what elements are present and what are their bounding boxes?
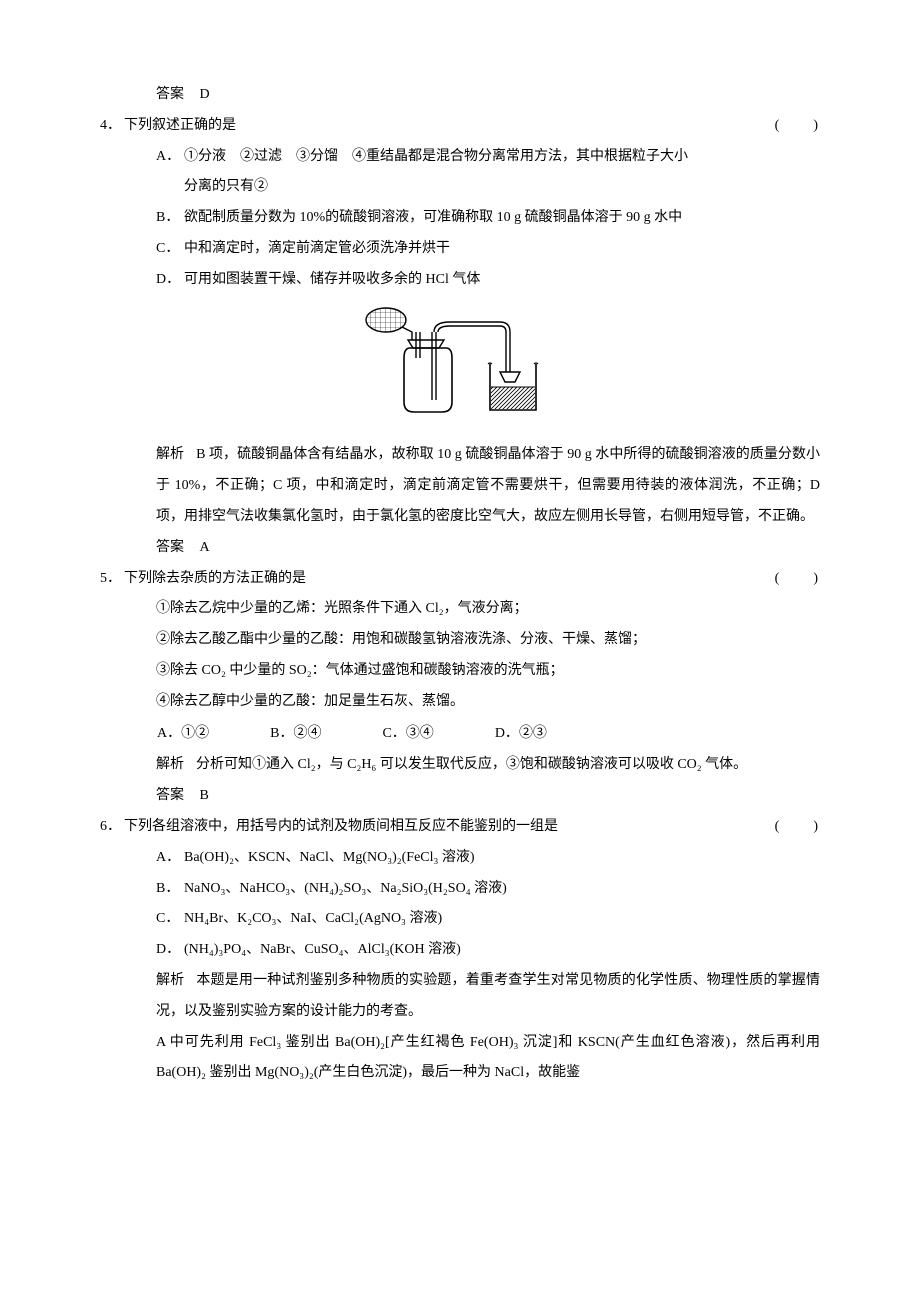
q5-paren: ( ) bbox=[775, 564, 820, 595]
q6-a-text: Ba(OH)₂、KSCN、NaCl、Mg(NO₃)₂(FeCl₃ 溶液) bbox=[184, 843, 475, 874]
q4-num: 4． bbox=[100, 111, 124, 142]
answer-label: 答案 bbox=[156, 788, 184, 803]
q5-opt-a: A．①② bbox=[156, 718, 269, 751]
apparatus-svg bbox=[350, 302, 570, 422]
q4-option-b: B． 欲配制质量分数为 10%的硫酸铜溶液，可准确称取 10 g 硫酸铜晶体溶于… bbox=[100, 203, 820, 234]
q4-option-d: D． 可用如图装置干燥、储存并吸收多余的 HCl 气体 bbox=[100, 265, 820, 296]
q5-explain: 解析分析可知①通入 Cl₂，与 C₂H₆ 可以发生取代反应，③饱和碳酸钠溶液可以… bbox=[100, 750, 820, 781]
q6-explain1: 解析本题是用一种试剂鉴别多种物质的实验题，着重考查学生对常见物质的化学性质、物理… bbox=[100, 966, 820, 1028]
q3-answer: 答案 D bbox=[100, 80, 820, 111]
q6-d-text: (NH₄)₃PO₄、NaBr、CuSO₄、AlCl₃(KOH 溶液) bbox=[184, 935, 461, 966]
q5-answer-value: B bbox=[200, 788, 209, 803]
q6-b-text: NaNO₃、NaHCO₃、(NH₄)₂SO₃、Na₂SiO₃(H₂SO₄ 溶液) bbox=[184, 874, 507, 905]
q6-explain1-text: 本题是用一种试剂鉴别多种物质的实验题，着重考查学生对常见物质的化学性质、物理性质… bbox=[156, 973, 820, 1019]
q5-opt-c: C．③④ bbox=[381, 718, 493, 751]
q5-options-row: A．①② B．②④ C．③④ D．②③ bbox=[100, 718, 820, 751]
q6-option-b: B． NaNO₃、NaHCO₃、(NH₄)₂SO₃、Na₂SiO₃(H₂SO₄ … bbox=[100, 874, 820, 905]
q4-stem-text: 下列叙述正确的是 bbox=[124, 111, 775, 142]
q4-answer-value: A bbox=[200, 540, 210, 555]
q5-line4: ④除去乙醇中少量的乙酸：加足量生石灰、蒸馏。 bbox=[100, 687, 820, 718]
q5-stem-text: 下列除去杂质的方法正确的是 bbox=[124, 564, 775, 595]
q4-b-text: 欲配制质量分数为 10%的硫酸铜溶液，可准确称取 10 g 硫酸铜晶体溶于 90… bbox=[184, 203, 682, 234]
q6-stem-text: 下列各组溶液中，用括号内的试剂及物质间相互反应不能鉴别的一组是 bbox=[124, 812, 775, 843]
q5-opt-b: B．②④ bbox=[269, 718, 381, 751]
option-label-b: B． bbox=[156, 874, 184, 905]
q5-stem: 5． 下列除去杂质的方法正确的是 ( ) bbox=[100, 564, 820, 595]
q4-answer: 答案 A bbox=[100, 533, 820, 564]
q6-option-d: D． (NH₄)₃PO₄、NaBr、CuSO₄、AlCl₃(KOH 溶液) bbox=[100, 935, 820, 966]
explain-label: 解析 bbox=[156, 447, 184, 462]
q4-a-text1: ①分液 ②过滤 ③分馏 ④重结晶都是混合物分离常用方法，其中根据粒子大小 bbox=[184, 142, 688, 173]
q4-a-text2: 分离的只有② bbox=[100, 172, 820, 203]
q4-explain: 解析B 项，硫酸铜晶体含有结晶水，故称取 10 g 硫酸铜晶体溶于 90 g 水… bbox=[100, 440, 820, 532]
option-label-a: A． bbox=[156, 843, 184, 874]
q4-c-text: 中和滴定时，滴定前滴定管必须洗净并烘干 bbox=[184, 234, 450, 265]
explain-label: 解析 bbox=[156, 973, 184, 988]
option-label-c: C． bbox=[156, 234, 184, 265]
q5-num: 5． bbox=[100, 564, 124, 595]
q6-option-c: C． NH₄Br、K₂CO₃、NaI、CaCl₂(AgNO₃ 溶液) bbox=[100, 904, 820, 935]
q4-explain-text: B 项，硫酸铜晶体含有结晶水，故称取 10 g 硫酸铜晶体溶于 90 g 水中所… bbox=[156, 447, 820, 524]
q5-line1: ①除去乙烷中少量的乙烯：光照条件下通入 Cl₂，气液分离； bbox=[100, 594, 820, 625]
answer-label: 答案 bbox=[156, 540, 184, 555]
q6-c-text: NH₄Br、K₂CO₃、NaI、CaCl₂(AgNO₃ 溶液) bbox=[184, 904, 442, 935]
q4-figure bbox=[100, 296, 820, 441]
option-label-b: B． bbox=[156, 203, 184, 234]
option-label-c: C． bbox=[156, 904, 184, 935]
q3-answer-value: D bbox=[200, 87, 210, 102]
option-label-a: A． bbox=[156, 142, 184, 173]
q5-line3: ③除去 CO₂ 中少量的 SO₂：气体通过盛饱和碳酸钠溶液的洗气瓶； bbox=[100, 656, 820, 687]
q6-option-a: A． Ba(OH)₂、KSCN、NaCl、Mg(NO₃)₂(FeCl₃ 溶液) bbox=[100, 843, 820, 874]
q4-stem: 4． 下列叙述正确的是 ( ) bbox=[100, 111, 820, 142]
q6-stem: 6． 下列各组溶液中，用括号内的试剂及物质间相互反应不能鉴别的一组是 ( ) bbox=[100, 812, 820, 843]
answer-label: 答案 bbox=[156, 87, 184, 102]
q5-opt-d: D．②③ bbox=[494, 718, 607, 751]
q5-line2: ②除去乙酸乙酯中少量的乙酸：用饱和碳酸氢钠溶液洗涤、分液、干燥、蒸馏； bbox=[100, 625, 820, 656]
q6-paren: ( ) bbox=[775, 812, 820, 843]
q5-answer: 答案 B bbox=[100, 781, 820, 812]
q6-num: 6． bbox=[100, 812, 124, 843]
q4-option-c: C． 中和滴定时，滴定前滴定管必须洗净并烘干 bbox=[100, 234, 820, 265]
q4-option-a: A． ①分液 ②过滤 ③分馏 ④重结晶都是混合物分离常用方法，其中根据粒子大小 bbox=[100, 142, 820, 173]
q4-d-text: 可用如图装置干燥、储存并吸收多余的 HCl 气体 bbox=[184, 265, 480, 296]
q6-explain2: A 中可先利用 FeCl₃ 鉴别出 Ba(OH)₂[产生红褐色 Fe(OH)₃ … bbox=[100, 1028, 820, 1090]
option-label-d: D． bbox=[156, 935, 184, 966]
explain-label: 解析 bbox=[156, 757, 184, 772]
q5-explain-text: 分析可知①通入 Cl₂，与 C₂H₆ 可以发生取代反应，③饱和碳酸钠溶液可以吸收… bbox=[196, 757, 747, 772]
q4-paren: ( ) bbox=[775, 111, 820, 142]
option-label-d: D． bbox=[156, 265, 184, 296]
